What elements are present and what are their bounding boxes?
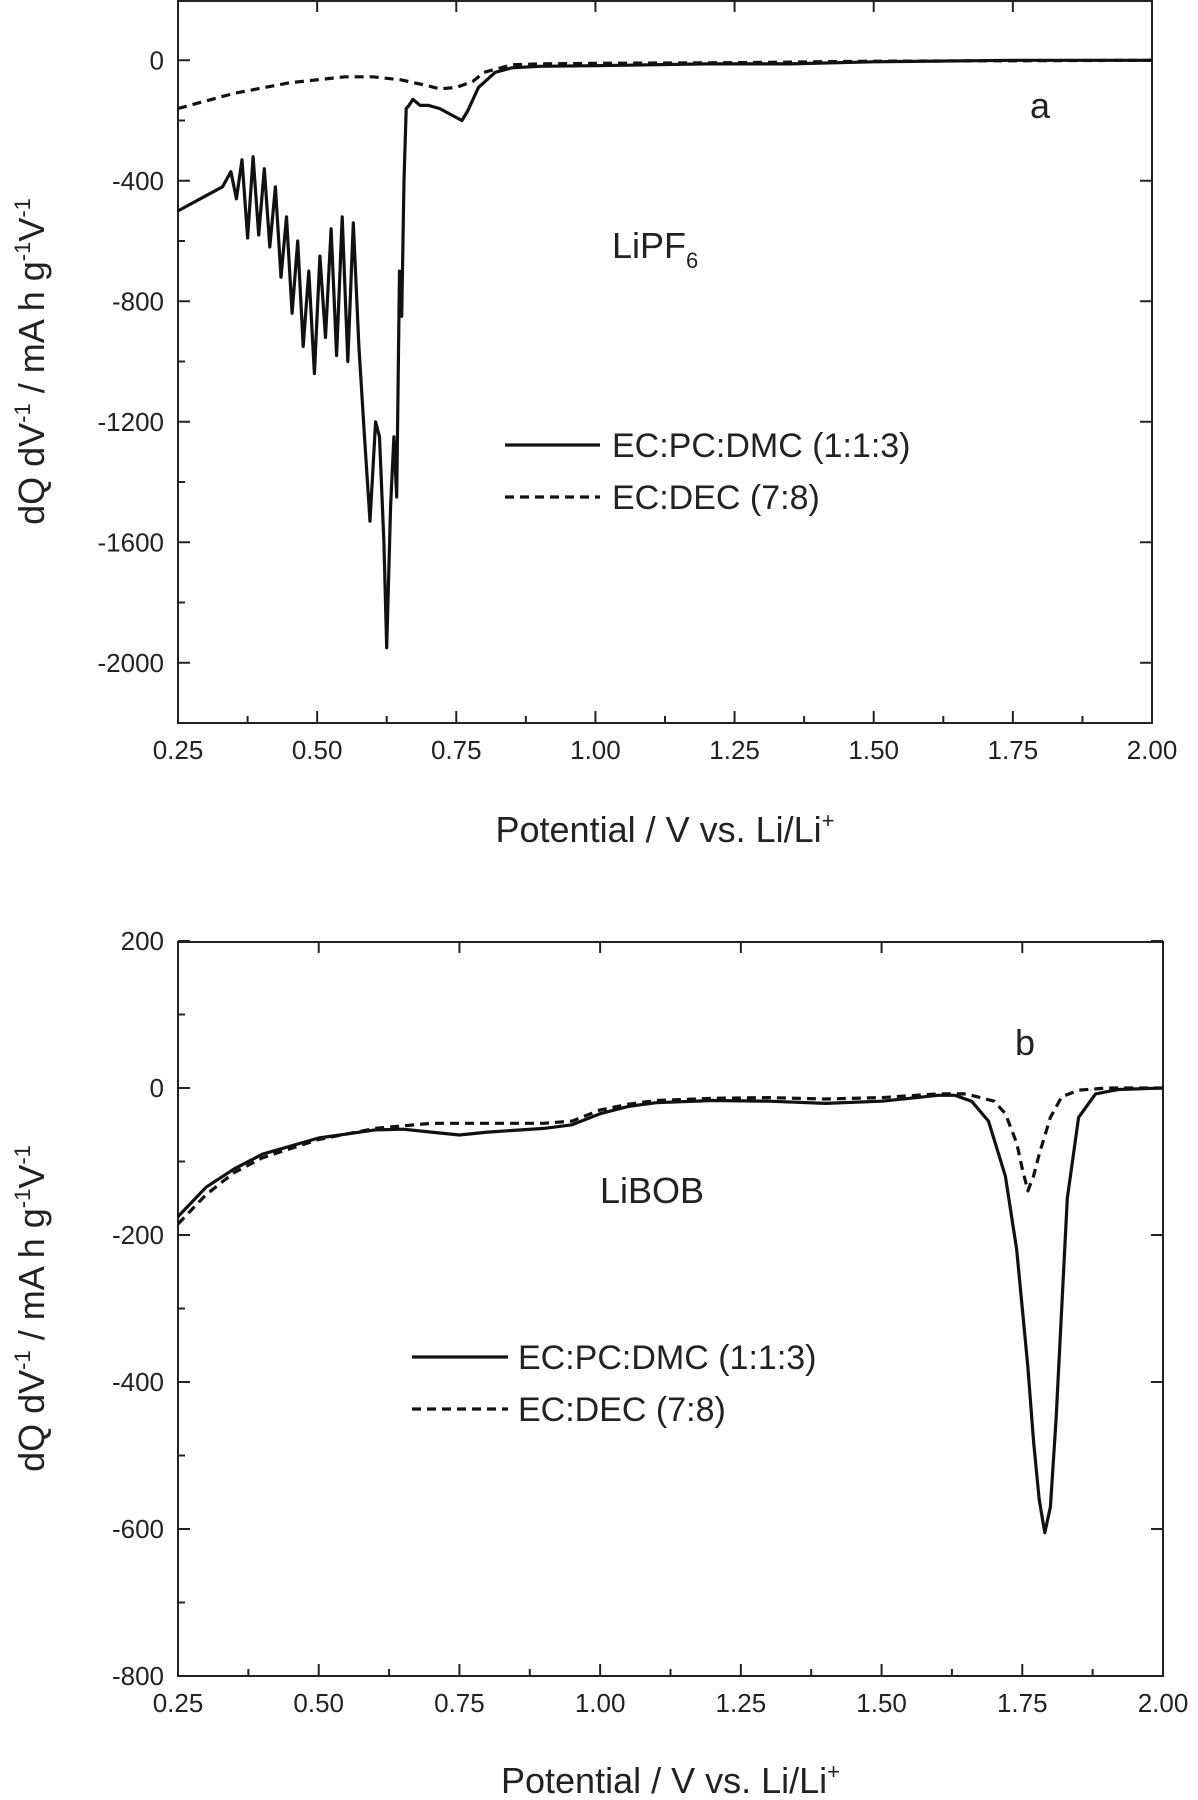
y-tick-label: -600 (112, 1514, 164, 1544)
y-tick-label: -1200 (98, 407, 165, 437)
legend-label: EC:PC:DMC (1:1:3) (518, 1339, 817, 1377)
legend-label: EC:PC:DMC (1:1:3) (612, 427, 911, 465)
y-tick-label: 0 (150, 1073, 164, 1103)
y-tick-label: -800 (112, 286, 164, 316)
y-tick-label: -200 (112, 1220, 164, 1250)
series-line-ec-pc-dmc (178, 1086, 1163, 1535)
panel-a: 0.25 0.50 0.75 1.00 1.25 1.50 1.75 2.00 0 -400 -80… (10, 0, 1177, 850)
x-tick-label: 1.00 (575, 1688, 626, 1718)
series-line-ec-pc-dmc (178, 58, 1152, 650)
series-line-ec-dec (178, 58, 1152, 111)
x-tick-label: 2.00 (1127, 735, 1178, 765)
y-tick-label: 0 (150, 45, 164, 75)
y-tick-label: -2000 (98, 648, 165, 678)
x-tick-label: 0.25 (153, 1688, 204, 1718)
x-tick-label: 0.50 (292, 735, 343, 765)
x-axis-title: Potential / V vs. Li/Li+ (501, 1759, 840, 1800)
x-tick-label: 0.75 (431, 735, 482, 765)
x-tick-label: 2.00 (1138, 1688, 1189, 1718)
x-tick-label: 1.00 (570, 735, 621, 765)
plot-frame (177, 0, 1153, 724)
y-axis-title: dQ dV-1 / mA h g-1V-1 (10, 198, 52, 525)
series-line-ec-dec (178, 1086, 1163, 1226)
y-tick-label: 200 (121, 926, 164, 956)
salt-annotation: LiBOB (600, 1170, 704, 1211)
x-tick-label: 0.25 (153, 735, 204, 765)
x-tick-label: 1.25 (709, 735, 760, 765)
x-tick-label: 0.75 (434, 1688, 485, 1718)
salt-annotation: LiPF6 (612, 225, 698, 273)
y-axis-title: dQ dV-1 / mA h g-1V-1 (10, 1145, 52, 1472)
x-tick-label: 1.25 (716, 1688, 767, 1718)
x-tick-label: 1.75 (997, 1688, 1048, 1718)
x-tick-label: 1.50 (856, 1688, 907, 1718)
y-tick-label: -400 (112, 1367, 164, 1397)
x-tick-label: 0.50 (293, 1688, 344, 1718)
x-tick-label: 1.50 (848, 735, 899, 765)
y-tick-label: -400 (112, 166, 164, 196)
y-tick-label: -1600 (98, 527, 165, 557)
legend-label: EC:DEC (7:8) (612, 479, 820, 517)
x-axis-title: Potential / V vs. Li/Li+ (495, 808, 834, 850)
legend-label: EC:DEC (7:8) (518, 1391, 726, 1429)
panel-label: a (1030, 85, 1051, 126)
x-tick-label: 1.75 (988, 735, 1039, 765)
panel-label: b (1015, 1022, 1035, 1063)
panel-b: 0.25 0.50 0.75 1.00 1.25 1.50 1.75 2.00 200 0 -200… (10, 926, 1188, 1800)
y-tick-label: -800 (112, 1661, 164, 1691)
